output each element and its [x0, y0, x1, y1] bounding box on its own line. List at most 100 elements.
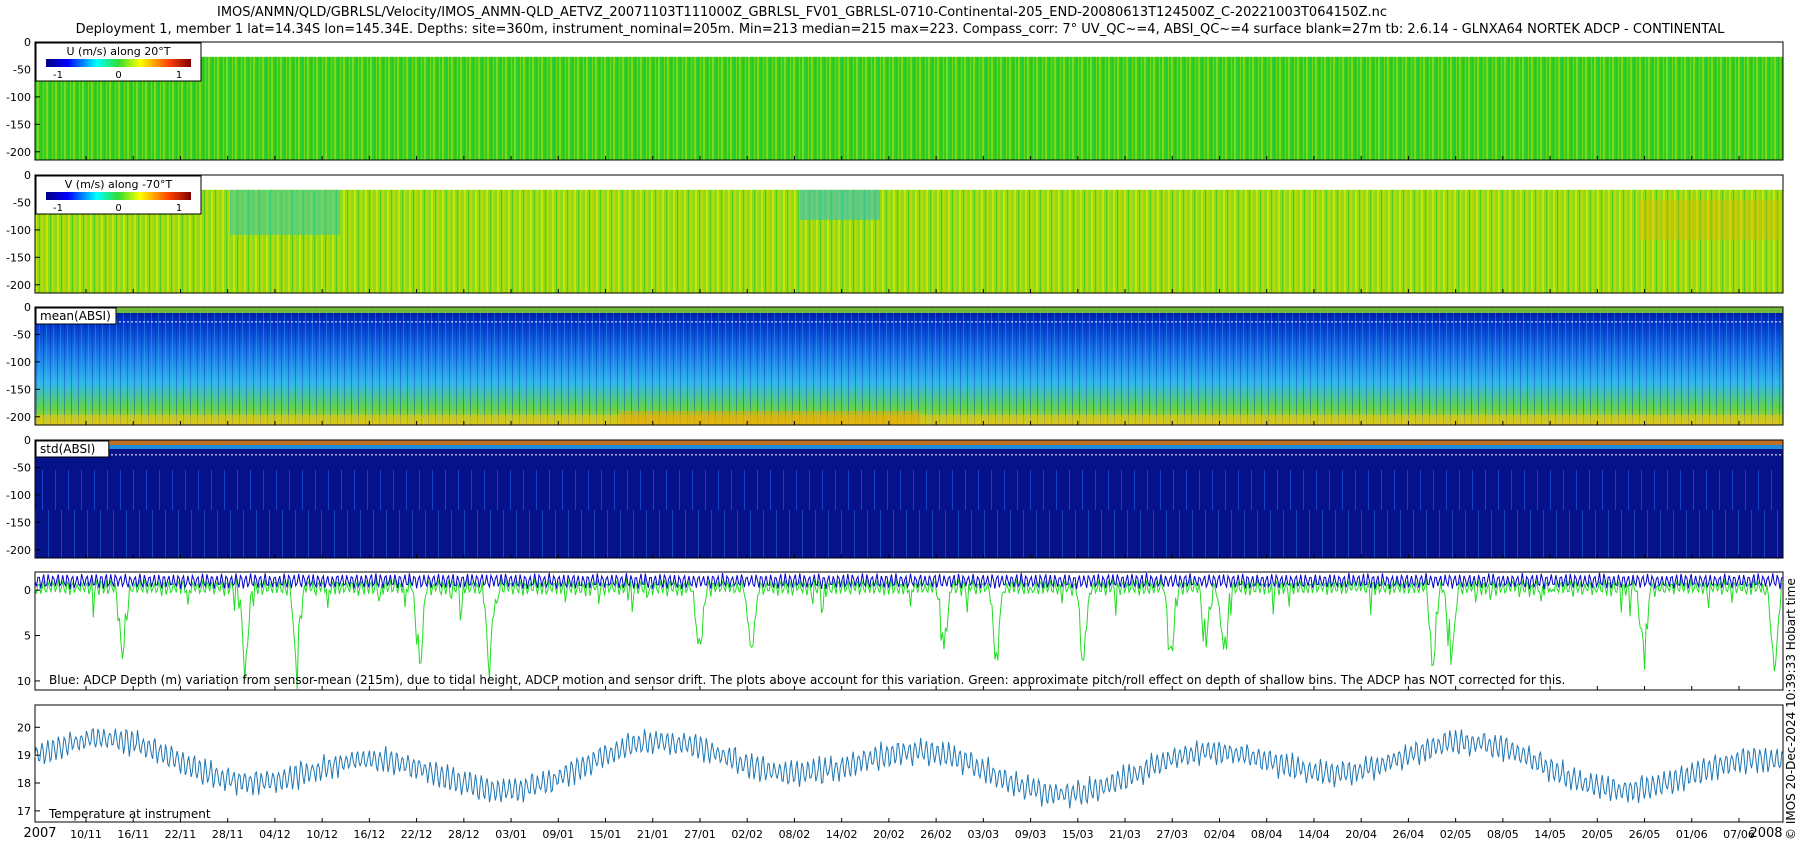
- y-tick-label: 17: [17, 805, 31, 818]
- colorbar-tick-label: 0: [115, 203, 121, 214]
- x-tick-label: 26/02: [920, 828, 952, 841]
- y-tick-label: -100: [6, 356, 31, 369]
- x-tick-label: 14/04: [1298, 828, 1330, 841]
- x-tick-label: 27/03: [1156, 828, 1188, 841]
- x-tick-label: 10/11: [70, 828, 102, 841]
- x-year-start: 2007: [23, 826, 56, 841]
- y-tick-label: -50: [13, 461, 31, 474]
- y-tick-label: 0: [24, 36, 31, 49]
- y-tick-label: -150: [6, 118, 31, 131]
- temperature-label: Temperature at instrument: [48, 807, 211, 821]
- x-tick-label: 16/12: [354, 828, 386, 841]
- x-tick-label: 08/02: [779, 828, 811, 841]
- x-tick-label: 28/12: [448, 828, 480, 841]
- x-tick-label: 15/03: [1062, 828, 1094, 841]
- y-tick-label: 20: [17, 721, 31, 734]
- heatmap-feature: [800, 189, 880, 220]
- panel-label-box: [35, 307, 117, 325]
- colorbar-title: V (m/s) along -70°T: [65, 178, 173, 191]
- y-tick-label: -200: [6, 146, 31, 159]
- y-tick-label: -150: [6, 251, 31, 264]
- colorbar: [46, 59, 191, 67]
- x-tick-label: 10/12: [306, 828, 338, 841]
- colorbar-tick-label: -1: [53, 203, 63, 214]
- y-tick-label: 0: [24, 584, 31, 597]
- x-tick-label: 27/01: [684, 828, 716, 841]
- heatmap-field: [35, 56, 1783, 160]
- x-tick-label: 15/01: [590, 828, 622, 841]
- panel-frame: [34, 174, 1784, 294]
- x-tick-label: 16/11: [117, 828, 149, 841]
- heatmap-bottom-band: [35, 415, 1783, 425]
- depth-variation-line: [34, 572, 1784, 590]
- y-tick-label: -50: [13, 63, 31, 76]
- x-tick-label: 03/03: [967, 828, 999, 841]
- x-tick-label: 28/11: [212, 828, 244, 841]
- x-tick-label: 26/05: [1629, 828, 1661, 841]
- colorbar-title: U (m/s) along 20°T: [67, 45, 171, 58]
- colorbar: [46, 192, 191, 200]
- y-tick-label: -200: [6, 411, 31, 424]
- x-tick-label: 20/04: [1345, 828, 1377, 841]
- x-tick-label: 21/03: [1109, 828, 1141, 841]
- x-tick-label: 09/03: [1015, 828, 1047, 841]
- y-tick-label: -150: [6, 383, 31, 396]
- panel-label: std(ABSI): [40, 442, 95, 456]
- x-tick-label: 14/02: [826, 828, 858, 841]
- x-tick-label: 14/05: [1534, 828, 1566, 841]
- x-tick-label: 04/12: [259, 828, 291, 841]
- panel-frame: [34, 41, 1784, 161]
- y-tick-label: -50: [13, 196, 31, 209]
- x-year-end: 2008: [1749, 826, 1782, 841]
- depth-caption: Blue: ADCP Depth (m) variation from sens…: [49, 673, 1565, 687]
- panel-frame: [34, 439, 1784, 559]
- y-tick-label: 0: [24, 301, 31, 314]
- x-tick-label: 20/02: [873, 828, 905, 841]
- colorbar-tick-label: 0: [115, 70, 121, 81]
- colorbar-tick-label: -1: [53, 70, 63, 81]
- colorbar-tick-label: 1: [176, 203, 182, 214]
- heatmap-surface-band: [35, 445, 1783, 449]
- colorbar-tick-label: 1: [176, 70, 182, 81]
- x-tick-label: 01/06: [1676, 828, 1708, 841]
- y-tick-label: 18: [17, 777, 31, 790]
- x-tick-label: 03/01: [495, 828, 527, 841]
- temperature-line: [34, 728, 1784, 809]
- heatmap-surface-band: [35, 440, 1783, 445]
- x-tick-label: 08/04: [1251, 828, 1283, 841]
- x-tick-label: 09/01: [542, 828, 574, 841]
- y-tick-label: -200: [6, 279, 31, 292]
- y-tick-label: 5: [24, 630, 31, 643]
- figure-subtitle: Deployment 1, member 1 lat=14.34S lon=14…: [75, 22, 1725, 37]
- x-tick-label: 02/04: [1204, 828, 1236, 841]
- x-tick-label: 21/01: [637, 828, 669, 841]
- y-tick-label: 10: [17, 675, 31, 688]
- heatmap-feature: [230, 189, 340, 235]
- y-tick-label: -100: [6, 91, 31, 104]
- x-tick-label: 07/06: [1723, 828, 1755, 841]
- y-tick-label: 0: [24, 169, 31, 182]
- pitch-roll-line: [34, 577, 1784, 690]
- x-tick-label: 22/11: [165, 828, 197, 841]
- y-tick-label: -150: [6, 516, 31, 529]
- y-tick-label: -200: [6, 544, 31, 557]
- panel-label: mean(ABSI): [40, 309, 111, 323]
- y-tick-label: -50: [13, 328, 31, 341]
- panel-frame: [34, 704, 1784, 823]
- x-tick-label: 08/05: [1487, 828, 1519, 841]
- y-tick-label: 0: [24, 434, 31, 447]
- heatmap-texture: [35, 307, 1783, 425]
- heatmap-feature: [620, 411, 920, 425]
- x-tick-label: 26/04: [1393, 828, 1425, 841]
- heatmap-surface-band: [35, 307, 1783, 313]
- heatmap-texture: [35, 440, 1783, 558]
- x-tick-label: 20/05: [1581, 828, 1613, 841]
- y-tick-label: 19: [17, 749, 31, 762]
- figure-title: IMOS/ANMN/QLD/GBRLSL/Velocity/IMOS_ANMN-…: [217, 5, 1387, 20]
- panel-frame: [34, 306, 1784, 426]
- copyright-label: © IMOS 20-Dec-2024 10:39:33 Hobart time: [1784, 578, 1798, 840]
- heatmap-feature: [1640, 199, 1780, 240]
- x-tick-label: 02/02: [731, 828, 763, 841]
- x-tick-label: 02/05: [1440, 828, 1472, 841]
